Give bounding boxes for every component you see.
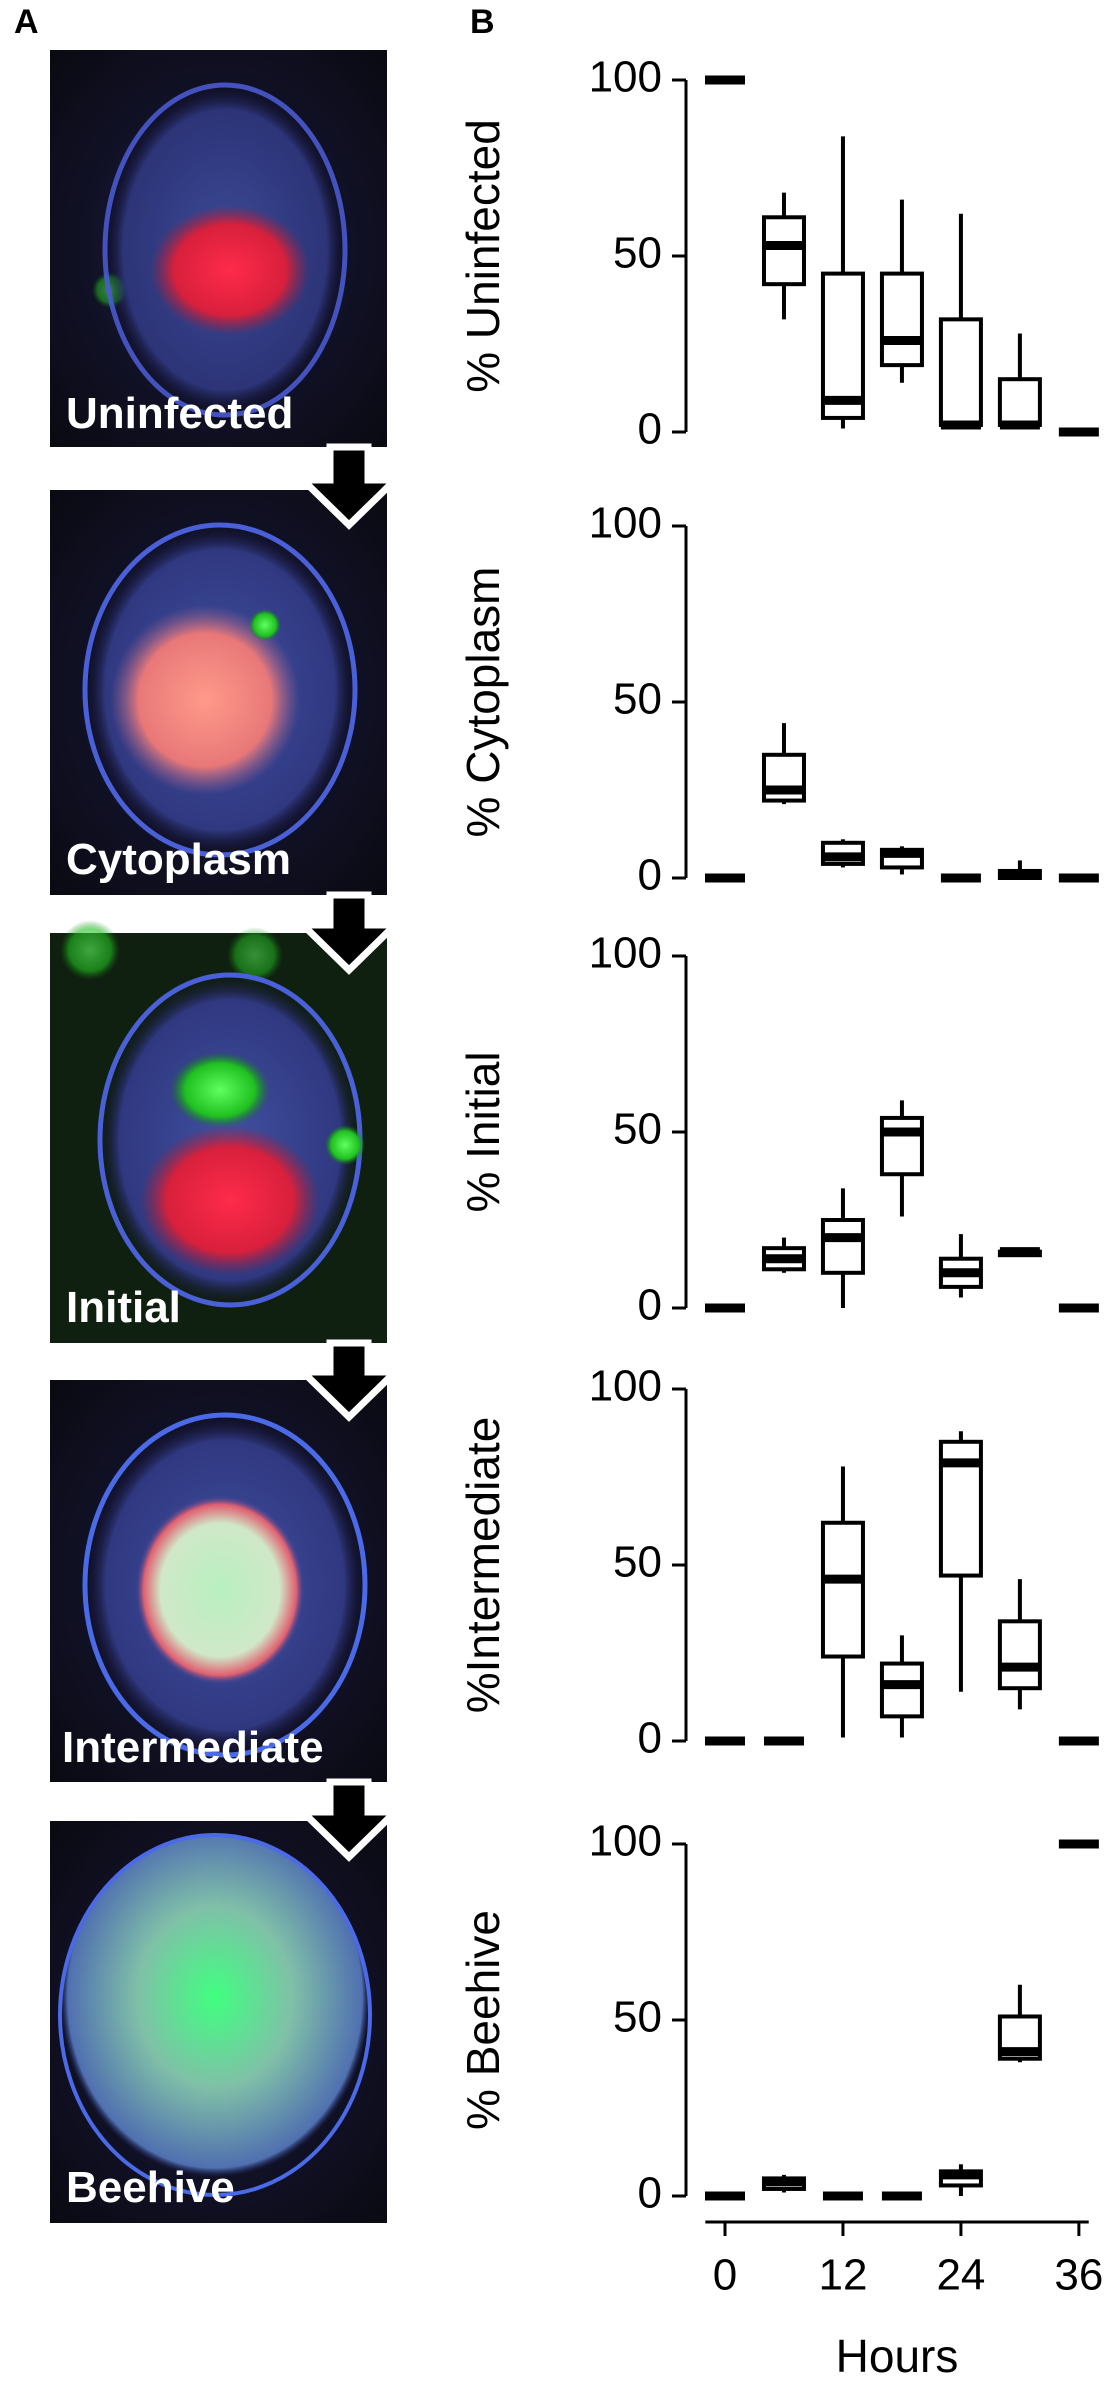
image-caption: Beehive bbox=[66, 2163, 235, 2212]
x-tick-label: 24 bbox=[936, 2251, 985, 2300]
y-tick-label: 50 bbox=[613, 1538, 662, 1587]
y-axis-label: % Initial bbox=[457, 1051, 509, 1212]
y-tick-label: 0 bbox=[638, 2169, 662, 2218]
box bbox=[820, 271, 865, 420]
y-tick-label: 100 bbox=[589, 499, 662, 548]
box bbox=[879, 271, 924, 368]
y-axis-label: %Intermediate bbox=[457, 1417, 509, 1714]
micrograph bbox=[50, 920, 387, 1343]
image-caption: Uninfected bbox=[66, 389, 293, 438]
box bbox=[938, 317, 983, 427]
micrograph bbox=[50, 490, 387, 895]
y-axis-label: % Cytoplasm bbox=[457, 567, 509, 838]
x-tick-label: 0 bbox=[713, 2251, 737, 2300]
y-tick-label: 50 bbox=[613, 1993, 662, 2042]
box bbox=[997, 1619, 1042, 1691]
micrograph bbox=[50, 1380, 387, 1782]
y-axis-label: % Beehive bbox=[457, 1910, 509, 2130]
y-tick-label: 50 bbox=[613, 1105, 662, 1154]
y-tick-label: 100 bbox=[589, 929, 662, 978]
y-tick-label: 100 bbox=[589, 1362, 662, 1411]
micrograph bbox=[50, 50, 387, 447]
image-caption: Cytoplasm bbox=[66, 835, 291, 884]
box bbox=[879, 1115, 924, 1177]
y-tick-label: 0 bbox=[638, 851, 662, 900]
y-tick-label: 50 bbox=[613, 675, 662, 724]
x-axis-label: Hours bbox=[836, 2330, 959, 2382]
y-axis-label: % Uninfected bbox=[457, 119, 509, 393]
panel-label: B bbox=[470, 3, 495, 41]
micrograph bbox=[50, 1821, 387, 2223]
y-tick-label: 0 bbox=[638, 1714, 662, 1763]
x-tick-label: 12 bbox=[818, 2251, 867, 2300]
image-caption: Intermediate bbox=[62, 1723, 324, 1772]
x-tick-label: 36 bbox=[1054, 2251, 1103, 2300]
y-tick-label: 100 bbox=[589, 53, 662, 102]
image-caption: Initial bbox=[66, 1283, 181, 1332]
y-tick-label: 50 bbox=[613, 229, 662, 278]
box bbox=[820, 1520, 865, 1659]
box bbox=[761, 215, 806, 287]
y-tick-label: 0 bbox=[638, 405, 662, 454]
y-tick-label: 0 bbox=[638, 1281, 662, 1330]
y-tick-label: 100 bbox=[589, 1817, 662, 1866]
box bbox=[879, 1661, 924, 1719]
box bbox=[997, 377, 1042, 427]
panel-label: A bbox=[14, 3, 39, 41]
box bbox=[820, 1218, 865, 1275]
arrows bbox=[294, 443, 404, 1862]
